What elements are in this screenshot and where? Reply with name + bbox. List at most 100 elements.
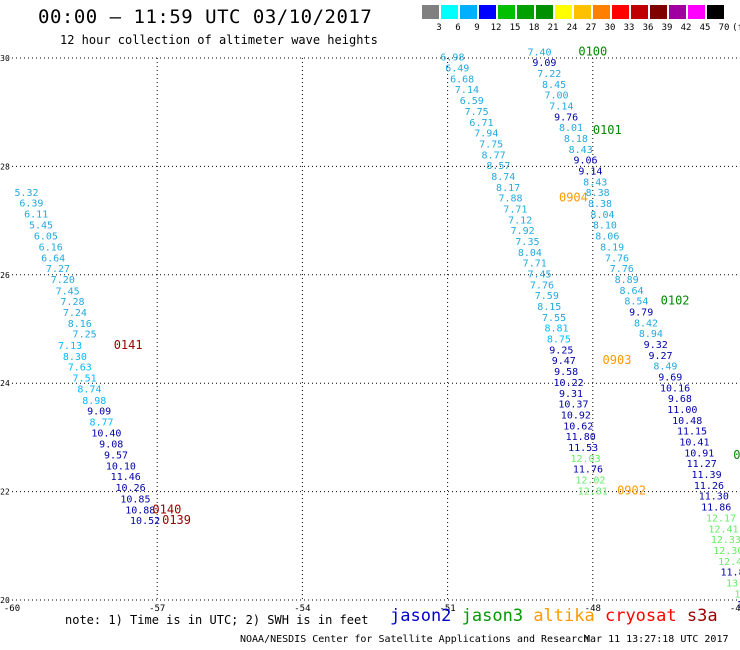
wave-height-point: 7.40 xyxy=(528,47,552,58)
x-tick-label: -48 xyxy=(585,604,601,614)
wave-height-point: 7.24 xyxy=(63,308,87,319)
legend-label: 21 xyxy=(547,23,559,33)
wave-height-point: 11.46 xyxy=(111,472,141,483)
wave-height-point: 8.54 xyxy=(624,297,648,308)
wave-height-point: 7.76 xyxy=(605,253,629,264)
x-tick-label: -45 xyxy=(730,604,740,614)
wave-height-point: 10.52 xyxy=(130,516,160,527)
legend-swatch xyxy=(707,5,724,19)
wave-height-point: 12.02 xyxy=(575,475,605,486)
legend-swatch xyxy=(574,5,591,19)
wave-height-point: 10.37 xyxy=(558,400,588,411)
axis-ticks: -60 -57 -54 -51 -48 -45 30 28 26 24 22 20 xyxy=(0,54,740,614)
wave-height-point: 7.14 xyxy=(549,101,573,112)
legend-label: 18 xyxy=(528,23,540,33)
wave-height-point: 13.0 xyxy=(726,578,740,589)
wave-height-point: 6.64 xyxy=(41,253,65,264)
wave-height-point: 11.27 xyxy=(687,459,717,470)
time-annotation: 0904 xyxy=(559,191,588,205)
wave-height-point: 7.35 xyxy=(515,237,539,248)
wave-height-point: 9.68 xyxy=(668,394,692,405)
wave-height-point: 12.81 xyxy=(578,486,608,497)
wave-height-point: 7.76 xyxy=(610,264,634,275)
legend-swatch xyxy=(517,5,534,19)
wave-height-point: 7.92 xyxy=(511,226,535,237)
wave-height-point: 11.80 xyxy=(566,432,596,443)
wave-height-point: 10.40 xyxy=(91,428,121,439)
wave-height-point: 7.45 xyxy=(528,270,552,281)
time-annotation: 0139 xyxy=(162,513,191,527)
wave-height-point: 6.11 xyxy=(24,209,48,220)
legend-label: 42 xyxy=(680,23,692,33)
legend-label: 15 xyxy=(509,23,521,33)
wave-height-point: 7.13 xyxy=(58,341,82,352)
wave-height-point: 7.14 xyxy=(455,85,479,96)
legend-label: 24 xyxy=(566,23,578,33)
wave-height-point: 12.30 xyxy=(713,546,740,557)
wave-height-point: 8.06 xyxy=(595,232,619,243)
wave-height-point: 8.16 xyxy=(68,319,92,330)
legend-swatch xyxy=(631,5,648,19)
wave-height-point: 7.76 xyxy=(530,280,554,291)
footer-timestamp: Mar 11 13:27:18 UTC 2017 xyxy=(584,634,729,645)
wave-height-point: 8.94 xyxy=(639,329,663,340)
wave-height-point: 8.49 xyxy=(653,362,677,373)
wave-height-point: 9.09 xyxy=(87,407,111,418)
legend-swatch xyxy=(555,5,572,19)
satellite-altika: altika xyxy=(533,606,605,626)
wave-height-point: 7.51 xyxy=(73,374,97,385)
legend-label: (ft) xyxy=(732,23,740,33)
legend-swatch xyxy=(498,5,515,19)
time-annotation: 0140 xyxy=(152,502,181,516)
legend-label: 6 xyxy=(455,23,461,33)
wave-height-point: 7.22 xyxy=(537,69,561,80)
wave-height-point: 11.30 xyxy=(699,492,729,503)
wave-height-point: 10.26 xyxy=(116,483,146,494)
wave-height-point: 8.75 xyxy=(547,335,571,346)
wave-height-point: 8.38 xyxy=(586,188,610,199)
wave-height-point: 10.91 xyxy=(684,448,714,459)
wave-height-point: 6.16 xyxy=(39,242,63,253)
footer-credit: NOAA/NESDIS Center for Satellite Applica… xyxy=(240,634,590,645)
wave-height-point: 8.01 xyxy=(559,123,583,134)
y-tick-label: 28 xyxy=(0,162,10,171)
legend-label: 12 xyxy=(490,23,502,33)
wave-height-point: 11.81 xyxy=(721,568,740,579)
wave-height-point: 8.77 xyxy=(482,150,506,161)
wave-height-point: 6.59 xyxy=(460,96,484,107)
wave-height-point: 8.10 xyxy=(593,221,617,232)
wave-height-point: 8.18 xyxy=(564,134,588,145)
wave-height-point: 11.86 xyxy=(701,503,731,514)
wave-height-point: 7.45 xyxy=(56,286,80,297)
wave-height-point: 8.81 xyxy=(544,324,568,335)
wave-height-point: 7.63 xyxy=(68,363,92,374)
wave-height-point: 12.17 xyxy=(706,513,736,524)
legend-label: 27 xyxy=(585,23,597,33)
satellite-s3a: s3a xyxy=(686,606,718,626)
wave-height-point: 9.76 xyxy=(554,112,578,123)
wave-height-point: 8.77 xyxy=(89,417,113,428)
wave-height-point: 7.12 xyxy=(508,215,532,226)
satellite-cryosat: cryosat xyxy=(604,606,687,626)
wave-height-point: 9.27 xyxy=(649,351,673,362)
x-tick-label: -57 xyxy=(149,604,165,614)
wave-height-point: 8.43 xyxy=(583,177,607,188)
legend-swatch xyxy=(441,5,458,19)
grid-lines xyxy=(12,57,738,601)
wave-height-point: 11.53 xyxy=(568,443,598,454)
x-tick-label: -60 xyxy=(4,604,20,614)
wave-height-point: 10.10 xyxy=(106,461,136,472)
time-annotation: 0103 xyxy=(733,448,740,462)
wave-height-point: 8.17 xyxy=(496,183,520,194)
legend-label: 36 xyxy=(642,23,654,33)
wave-height-point: 8.98 xyxy=(82,396,106,407)
wave-height-point: 9.31 xyxy=(559,389,583,400)
wave-height-point: 7.27 xyxy=(46,264,70,275)
wave-height-point: 10.41 xyxy=(679,438,709,449)
wave-height-point: 7.20 xyxy=(51,275,75,286)
x-tick-label: -51 xyxy=(439,604,455,614)
wave-height-point: 8.04 xyxy=(518,248,542,259)
y-tick-label: 30 xyxy=(0,54,10,63)
